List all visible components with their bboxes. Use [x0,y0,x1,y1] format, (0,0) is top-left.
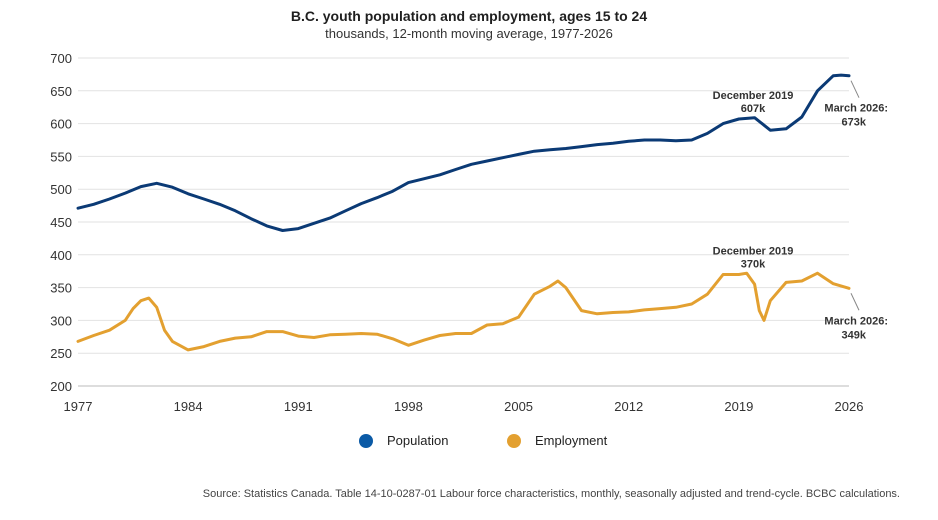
source-note: Source: Statistics Canada. Table 14-10-0… [202,488,900,500]
y-tick-label: 300 [50,313,72,328]
legend-item-employment: Employment [507,433,607,448]
x-tick-label: 2026 [835,399,864,414]
y-tick-label: 400 [50,248,72,263]
series-line-employment [76,271,851,352]
annotation-label: December 2019 [713,90,794,102]
annotation-label: December 2019 [713,245,794,257]
legend-swatch-employment [507,433,521,448]
x-tick-label: 2019 [724,399,753,414]
y-tick-label: 700 [50,51,72,66]
annotation-value: 607k [741,103,766,115]
series-line-population [76,73,851,232]
y-tick-label: 200 [50,379,72,394]
y-tick-label: 350 [50,281,72,296]
x-tick-label: 2005 [504,399,533,414]
y-tick-label: 550 [50,149,72,164]
x-tick-label: 1991 [284,399,313,414]
legend-label-employment: Employment [535,433,608,448]
annotation-value: 673k [842,117,867,129]
x-tick-label: 2012 [614,399,643,414]
x-tick-label: 1977 [64,399,93,414]
annotation-label: March 2026: [824,315,888,327]
annotation-value: 349k [842,329,867,341]
chart-legend: Population Employment [0,433,938,453]
y-tick-label: 600 [50,117,72,132]
x-tick-label: 1984 [174,399,203,414]
x-tick-label: 1998 [394,399,423,414]
annotation-label: March 2026: [824,103,888,115]
y-tick-label: 450 [50,215,72,230]
legend-swatch-population [359,433,373,448]
annotation-leader [850,293,860,311]
y-tick-label: 250 [50,346,72,361]
y-tick-label: 500 [50,182,72,197]
chart-title: B.C. youth population and employment, ag… [290,8,648,24]
y-tick-label: 650 [50,84,72,99]
annotation-value: 370k [741,258,766,270]
annotation-leader [850,80,860,98]
legend-item-population: Population [359,433,448,448]
chart-subtitle: thousands, 12-month moving average, 1977… [325,26,613,41]
legend-label-population: Population [387,433,449,448]
